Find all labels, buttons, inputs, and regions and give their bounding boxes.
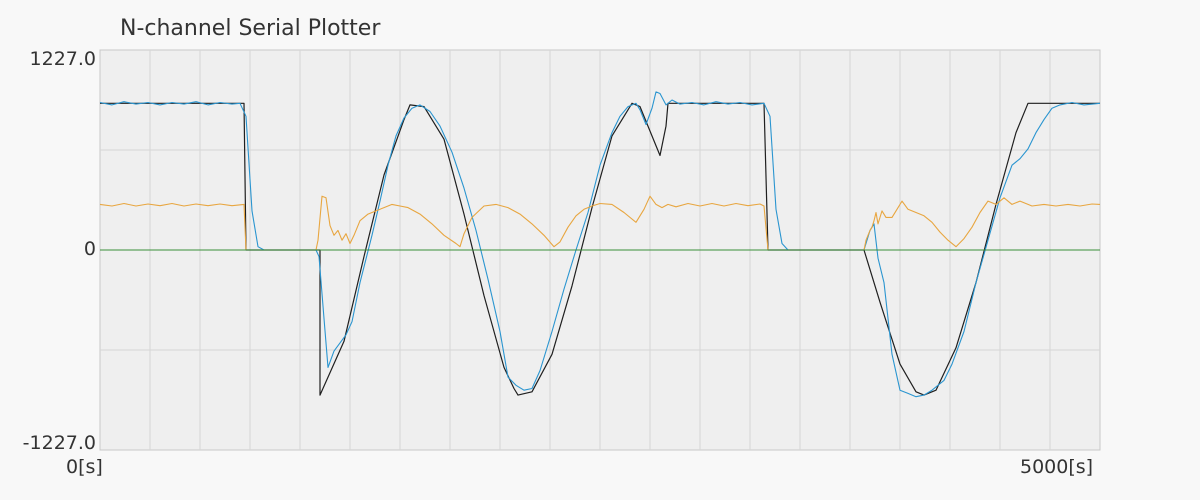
series-line-1 [100, 102, 1100, 396]
x-start-label: 0[s] [66, 456, 103, 478]
x-end-label: 5000[s] [1020, 456, 1094, 478]
series-line-3 [99, 195, 1101, 251]
y-max-label: 1227.0 [29, 48, 96, 70]
plot-title: N-channel Serial Plotter [120, 16, 381, 41]
y-zero-label: 0 [83, 238, 96, 260]
y-min-label: -1227.0 [22, 432, 96, 454]
series-layer [99, 91, 1101, 398]
